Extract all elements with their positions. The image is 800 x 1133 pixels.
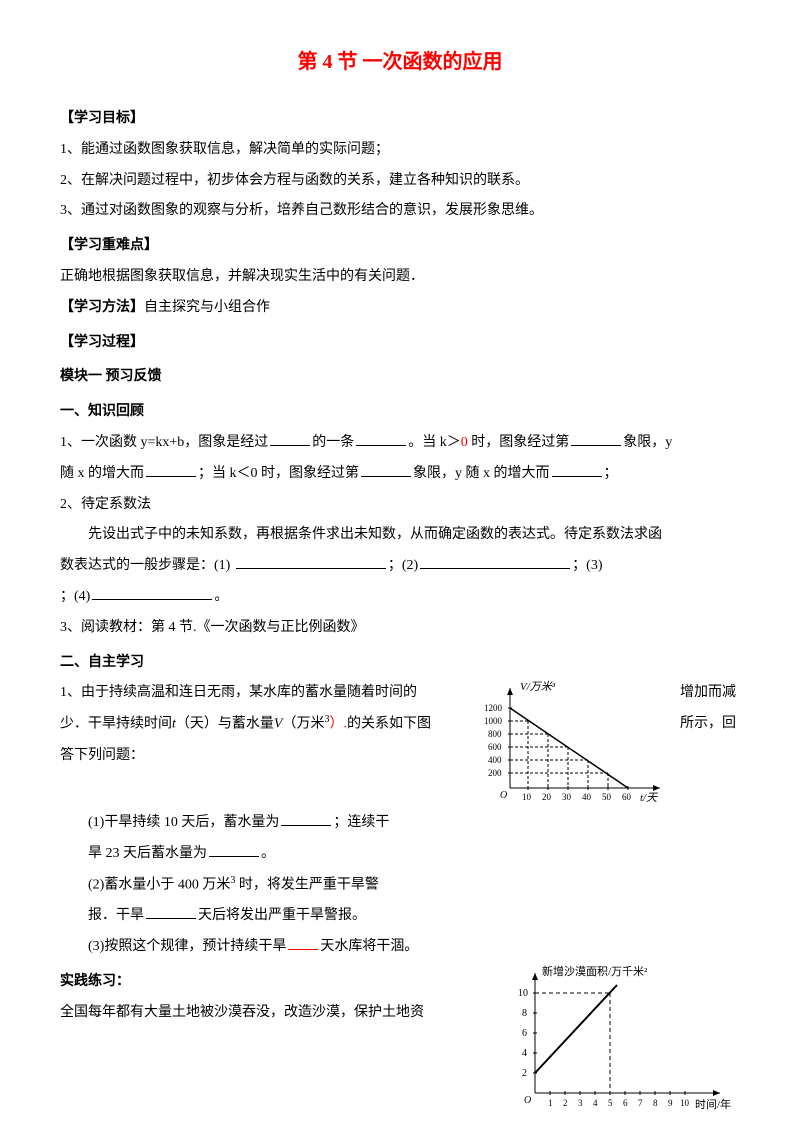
prac-p1: 全国每年都有大量土地被沙漠吞没，改造沙漠，保护土地资: [60, 998, 500, 1029]
section-goal-header: 【学习目标】: [60, 104, 740, 135]
svg-text:O: O: [524, 1095, 531, 1106]
svg-text:5: 5: [608, 1098, 613, 1108]
section-difficulty-header: 【学习重难点】: [60, 231, 740, 262]
svg-text:O: O: [500, 790, 507, 801]
blank: [92, 585, 212, 600]
goal-item-3: 3、通过对函数图象的观察与分析，培养自己数形结合的意识，发展形象思维。: [60, 196, 740, 227]
review-line-2: 随 x 的增大而；当 k＜0 时，图象经过第象限，y 随 x 的增大而；: [60, 459, 740, 490]
svg-text:60: 60: [622, 792, 632, 802]
blank: [146, 462, 196, 477]
svg-text:10: 10: [522, 792, 532, 802]
practice-row: 实践练习： 全国每年都有大量土地被沙漠吞没，改造沙漠，保护土地资 新增沙漠面积/…: [60, 963, 740, 1113]
svg-text:50: 50: [602, 792, 612, 802]
ylabel2: 新增沙漠面积/万千米²: [542, 964, 648, 978]
svg-text:800: 800: [488, 729, 502, 739]
ss-line3: 答下列问题：: [60, 741, 470, 772]
svg-text:10: 10: [518, 988, 528, 999]
svg-text:200: 200: [488, 768, 502, 778]
svg-text:7: 7: [638, 1098, 643, 1108]
ss-line2: 少．干旱持续时间t（天）与蓄水量V（万米3）.的关系如下图: [60, 709, 470, 740]
review-line-4: 先设出式子中的未知系数，再根据条件求出未知数，从而确定函数的表达式。待定系数法求…: [60, 520, 740, 551]
ss-r2: 所示，回: [680, 709, 740, 740]
ss-r1: 增加而减: [680, 678, 740, 709]
q3: (2)蓄水量小于 400 万米3 时，将发生严重干旱警: [60, 870, 740, 901]
review-line-3: 2、待定系数法: [60, 490, 740, 521]
method-header: 【学习方法】: [60, 300, 144, 315]
blank: [281, 811, 331, 826]
svg-text:2: 2: [563, 1098, 568, 1108]
blank: [420, 554, 570, 569]
blank-red: [288, 935, 318, 950]
svg-text:4: 4: [593, 1098, 598, 1108]
review-line-6: ；(4)。: [60, 582, 740, 613]
xlabel2: 时间/年: [695, 1097, 731, 1111]
desert-chart: 新增沙漠面积/万千米² 时间/年 O 2 4 6 8 10 1 2 3 4 5: [510, 963, 740, 1113]
q4: 报．干旱天后将发出严重干旱警报。: [60, 901, 740, 932]
blank: [356, 431, 406, 446]
svg-text:9: 9: [668, 1098, 673, 1108]
goal-item-1: 1、能通过函数图象获取信息，解决简单的实际问题；: [60, 135, 740, 166]
svg-text:40: 40: [582, 792, 592, 802]
svg-text:8: 8: [653, 1098, 658, 1108]
svg-text:6: 6: [623, 1098, 628, 1108]
prac-text-col: 实践练习： 全国每年都有大量土地被沙漠吞没，改造沙漠，保护土地资: [60, 963, 500, 1029]
svg-text:4: 4: [522, 1048, 527, 1059]
svg-text:1: 1: [548, 1098, 553, 1108]
q5: (3)按照这个规律，预计持续干旱天水库将干涸。: [60, 932, 740, 963]
method-line: 【学习方法】自主探究与小组合作: [60, 293, 740, 324]
chart-1: V/万米³ t/天 O 200 400 600 800 1000 1200 10…: [480, 678, 670, 808]
selfstudy-header: 二、自主学习: [60, 648, 740, 679]
chart-2: 新增沙漠面积/万千米² 时间/年 O 2 4 6 8 10 1 2 3 4 5: [510, 963, 740, 1113]
ylabel: V/万米³: [520, 680, 556, 693]
q2: 旱 23 天后蓄水量为。: [60, 839, 740, 870]
process-header: 【学习过程】: [60, 328, 740, 359]
goal-item-2: 2、在解决问题过程中，初步体会方程与函数的关系，建立各种知识的联系。: [60, 166, 740, 197]
svg-text:1000: 1000: [484, 716, 503, 726]
page-title: 第 4 节 一次函数的应用: [60, 40, 740, 84]
blank: [552, 462, 602, 477]
review-line-1: 1、一次函数 y=kx+b，图象是经过的一条。当 k＞0 时，图象经过第象限，y: [60, 428, 740, 459]
practice-header: 实践练习：: [60, 967, 500, 998]
blank: [209, 842, 259, 857]
review-line-5: 数表达式的一般步骤是：(1) ；(2)；(3): [60, 551, 740, 582]
svg-text:30: 30: [562, 792, 572, 802]
svg-text:400: 400: [488, 755, 502, 765]
svg-text:3: 3: [578, 1098, 583, 1108]
svg-text:600: 600: [488, 742, 502, 752]
svg-text:8: 8: [522, 1008, 527, 1019]
blank: [236, 554, 386, 569]
right-text-col: 增加而减 所示，回: [680, 678, 740, 740]
page: 第 4 节 一次函数的应用 【学习目标】 1、能通过函数图象获取信息，解决简单的…: [0, 0, 800, 1133]
blank: [270, 431, 310, 446]
reservoir-chart: V/万米³ t/天 O 200 400 600 800 1000 1200 10…: [480, 678, 670, 808]
svg-text:20: 20: [542, 792, 552, 802]
q1: (1)干旱持续 10 天后，蓄水量为；连续干: [60, 808, 740, 839]
blank: [146, 904, 196, 919]
difficulty-text: 正确地根据图象获取信息，并解决现实生活中的有关问题．: [60, 262, 740, 293]
svg-text:10: 10: [680, 1098, 690, 1108]
blank: [571, 431, 621, 446]
svg-text:1200: 1200: [484, 703, 503, 713]
ss-line1: 1、由于持续高温和连日无雨，某水库的蓄水量随着时间的: [60, 678, 470, 709]
review-header: 一、知识回顾: [60, 397, 740, 428]
text-col: 1、由于持续高温和连日无雨，某水库的蓄水量随着时间的 少．干旱持续时间t（天）与…: [60, 678, 470, 771]
xlabel: t/天: [640, 792, 658, 804]
method-text: 自主探究与小组合作: [144, 300, 270, 315]
selfstudy-row-1: 1、由于持续高温和连日无雨，某水库的蓄水量随着时间的 少．干旱持续时间t（天）与…: [60, 678, 740, 808]
module1-header: 模块一 预习反馈: [60, 362, 740, 393]
svg-text:6: 6: [522, 1028, 527, 1039]
red-zero: 0: [461, 435, 468, 450]
svg-text:2: 2: [522, 1068, 527, 1079]
review-line-7: 3、阅读教材：第 4 节.《一次函数与正比例函数》: [60, 613, 740, 644]
blank: [361, 462, 411, 477]
